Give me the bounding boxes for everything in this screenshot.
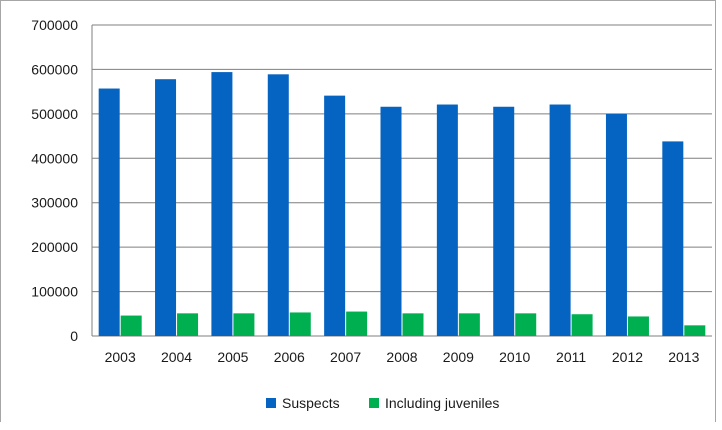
legend-label: Suspects xyxy=(282,395,340,411)
y-tick-label: 500000 xyxy=(31,106,78,122)
bar-juveniles-2009 xyxy=(458,313,480,336)
bar-suspects-2005 xyxy=(211,72,233,336)
bar-suspects-2004 xyxy=(155,79,177,337)
bar-juveniles-2007 xyxy=(346,311,368,336)
bar-juveniles-2005 xyxy=(233,313,255,336)
bar-suspects-2008 xyxy=(380,106,402,337)
x-tick-label: 2012 xyxy=(612,349,643,365)
bar-suspects-2010 xyxy=(493,106,515,337)
y-tick-label: 400000 xyxy=(31,150,78,166)
chart-frame xyxy=(0,0,716,422)
bar-suspects-2012 xyxy=(605,113,627,336)
y-tick-label: 200000 xyxy=(31,239,78,255)
y-tick-label: 300000 xyxy=(31,195,78,211)
y-tick-label: 0 xyxy=(70,328,78,344)
x-tick-label: 2008 xyxy=(386,349,417,365)
x-tick-label: 2011 xyxy=(556,349,586,365)
y-axis-ticks: 0 100000 200000 300000 400000 500000 600000 700… xyxy=(31,17,78,344)
x-tick-label: 2003 xyxy=(105,349,136,365)
bar-suspects-2009 xyxy=(436,104,458,336)
bar-juveniles-2003 xyxy=(120,315,142,336)
bar-juveniles-2013 xyxy=(684,325,706,336)
legend-swatch xyxy=(266,398,276,408)
bar-juveniles-2006 xyxy=(289,312,311,336)
x-tick-label: 2005 xyxy=(217,349,248,365)
x-tick-label: 2004 xyxy=(161,349,192,365)
x-tick-label: 2010 xyxy=(499,349,530,365)
bar-juveniles-2004 xyxy=(177,313,199,336)
bar-suspects-2003 xyxy=(98,88,120,336)
x-tick-label: 2013 xyxy=(668,349,699,365)
bar-juveniles-2011 xyxy=(571,314,593,336)
bar-suspects-2011 xyxy=(549,104,571,336)
bar-suspects-2007 xyxy=(324,95,346,337)
bars xyxy=(98,72,706,337)
legend-label: Including juveniles xyxy=(385,395,499,411)
x-axis-ticks: 2003 2004 2005 2006 2007 2008 2009 2010 2011 2012… xyxy=(105,349,700,365)
bar-suspects-2013 xyxy=(662,141,684,336)
bar-suspects-2006 xyxy=(267,74,289,337)
x-tick-label: 2009 xyxy=(443,349,474,365)
bar-juveniles-2010 xyxy=(515,313,537,336)
y-tick-label: 600000 xyxy=(31,61,78,77)
x-tick-label: 2006 xyxy=(274,349,305,365)
legend: Suspects Including juveniles xyxy=(266,395,499,411)
legend-swatch xyxy=(369,398,379,408)
bar-juveniles-2012 xyxy=(627,316,649,336)
bar-juveniles-2008 xyxy=(402,313,424,336)
y-tick-label: 700000 xyxy=(31,17,78,33)
y-tick-label: 100000 xyxy=(31,284,78,300)
x-tick-label: 2007 xyxy=(330,349,361,365)
